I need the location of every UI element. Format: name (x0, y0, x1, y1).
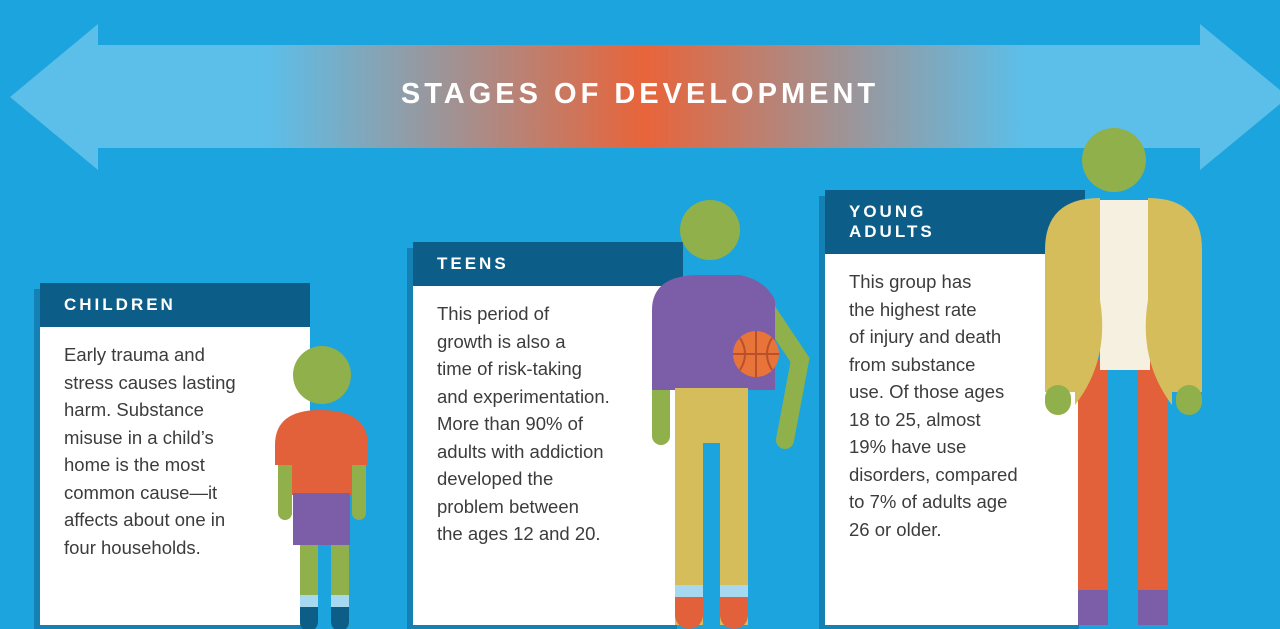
teen-figure (652, 200, 800, 629)
figures (0, 0, 1280, 629)
adult-figure (1045, 128, 1202, 625)
child-figure (275, 346, 368, 629)
infographic: STAGES OF DEVELOPMENT CHILDRENEarly trau… (0, 0, 1280, 629)
